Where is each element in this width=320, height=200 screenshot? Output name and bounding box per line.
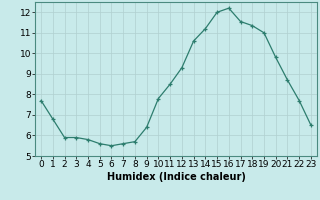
X-axis label: Humidex (Indice chaleur): Humidex (Indice chaleur): [107, 172, 245, 182]
